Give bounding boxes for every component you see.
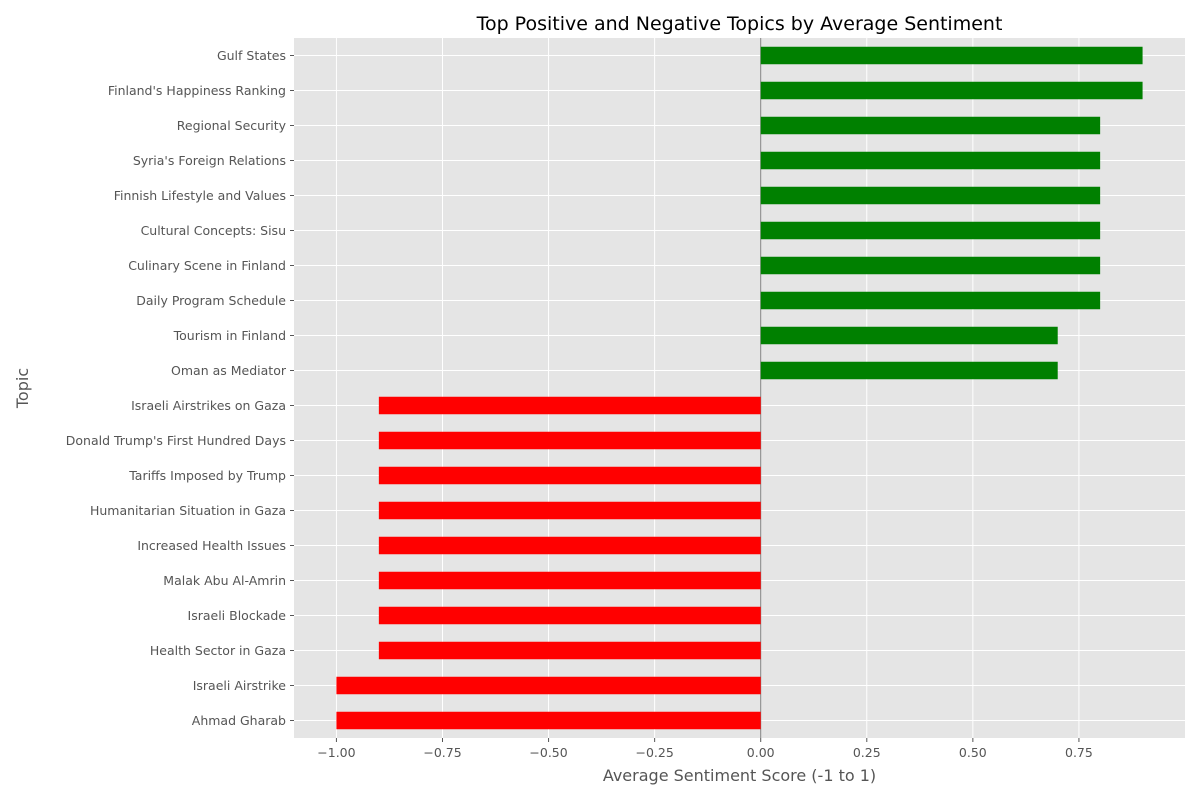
y-tick-label: Tariffs Imposed by Trump: [128, 468, 286, 483]
bar-daily-program-schedule: [760, 291, 1101, 310]
y-tick-label: Donald Trump's First Hundred Days: [66, 433, 286, 448]
x-tick-label: −1.00: [317, 745, 355, 760]
bar-donald-trump-s-first-hundred-days: [378, 431, 761, 450]
y-tick-label: Increased Health Issues: [137, 538, 286, 553]
y-tick-label: Finnish Lifestyle and Values: [114, 188, 286, 203]
y-tick-label: Israeli Airstrikes on Gaza: [131, 398, 286, 413]
bar-oman-as-mediator: [760, 361, 1058, 380]
y-tick-label: Malak Abu Al-Amrin: [163, 573, 286, 588]
x-tick-label: −0.75: [423, 745, 461, 760]
bar-tourism-in-finland: [760, 326, 1058, 345]
y-tick-label: Humanitarian Situation in Gaza: [90, 503, 286, 518]
y-tick-label: Finland's Happiness Ranking: [108, 83, 286, 98]
y-tick-label: Israeli Blockade: [188, 608, 287, 623]
y-tick-label: Health Sector in Gaza: [150, 643, 286, 658]
y-tick-label: Daily Program Schedule: [136, 293, 286, 308]
x-tick-labels: −1.00 −0.75 −0.50 −0.25 0.00 0.25 0.50 0.75: [317, 738, 1093, 760]
bar-health-sector-in-gaza: [378, 641, 761, 660]
y-tick-label: Syria's Foreign Relations: [133, 153, 286, 168]
bar-cultural-concepts-sisu: [760, 221, 1101, 240]
bar-malak-abu-al-amrin: [378, 571, 761, 590]
y-tick-label: Regional Security: [177, 118, 287, 133]
x-tick-label: 0.00: [747, 745, 775, 760]
bar-increased-health-issues: [378, 536, 761, 555]
bar-finland-s-happiness-ranking: [760, 81, 1143, 100]
bar-humanitarian-situation-in-gaza: [378, 501, 761, 520]
y-tick-label: Israeli Airstrike: [193, 678, 287, 693]
x-axis-title: Average Sentiment Score (-1 to 1): [603, 766, 876, 785]
y-tick-label: Gulf States: [217, 48, 286, 63]
y-tick-label: Ahmad Gharab: [192, 713, 286, 728]
plot-background: [294, 38, 1185, 738]
bar-finnish-lifestyle-and-values: [760, 186, 1101, 205]
x-tick-label: 0.50: [959, 745, 987, 760]
bar-culinary-scene-in-finland: [760, 256, 1101, 275]
chart-title: Top Positive and Negative Topics by Aver…: [476, 13, 1003, 35]
bar-israeli-airstrikes-on-gaza: [378, 396, 761, 415]
x-tick-label: 0.25: [853, 745, 881, 760]
bar-syria-s-foreign-relations: [760, 151, 1101, 170]
x-tick-label: −0.25: [635, 745, 673, 760]
y-tick-label: Culinary Scene in Finland: [128, 258, 286, 273]
bar-israeli-airstrike: [336, 676, 761, 695]
y-axis-title: Topic: [13, 368, 32, 409]
y-tick-label: Oman as Mediator: [171, 363, 287, 378]
y-tick-labels: Gulf States Finland's Happiness Ranking Re…: [66, 48, 294, 728]
y-tick-label: Tourism in Finland: [173, 328, 286, 343]
x-tick-label: −0.50: [529, 745, 567, 760]
bar-ahmad-gharab: [336, 711, 761, 730]
y-tick-label: Cultural Concepts: Sisu: [141, 223, 286, 238]
bars: [336, 46, 1143, 730]
bar-gulf-states: [760, 46, 1143, 65]
bar-regional-security: [760, 116, 1101, 135]
x-tick-label: 0.75: [1065, 745, 1093, 760]
bar-tariffs-imposed-by-trump: [378, 466, 761, 485]
bar-israeli-blockade: [378, 606, 761, 625]
